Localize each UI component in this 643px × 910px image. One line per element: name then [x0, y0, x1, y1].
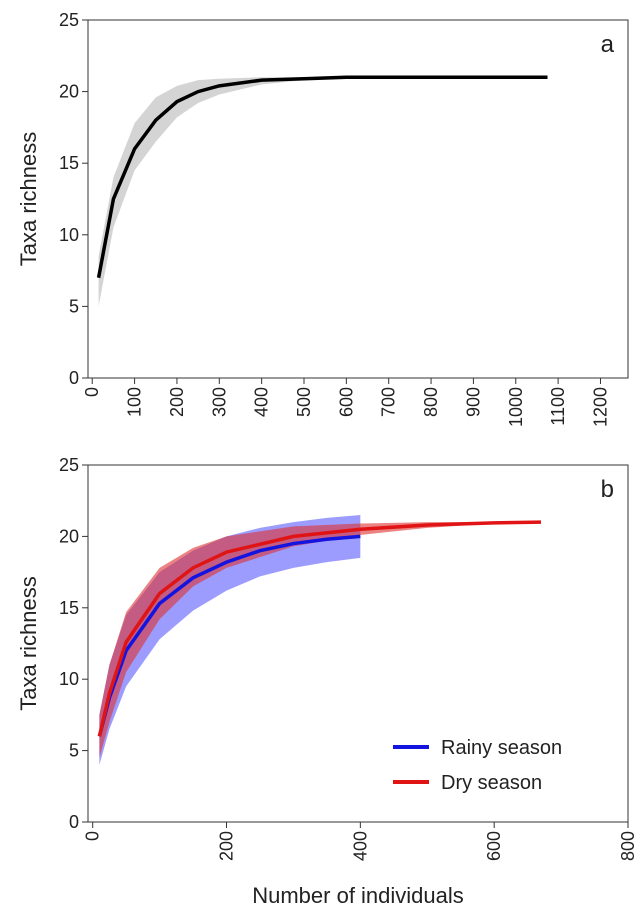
y-tick-label: 25: [59, 10, 79, 30]
y-tick-label: 10: [59, 669, 79, 689]
x-tick-label: 200: [167, 387, 187, 417]
x-tick-label: 0: [83, 831, 103, 841]
x-tick-label: 700: [379, 387, 399, 417]
y-tick-label: 25: [59, 455, 79, 475]
y-tick-label: 20: [59, 526, 79, 546]
x-tick-label: 600: [336, 387, 356, 417]
x-tick-label: 1200: [590, 387, 610, 427]
x-tick-label: 400: [252, 387, 272, 417]
panel-label: b: [601, 476, 614, 503]
curve: [97, 520, 542, 737]
x-tick-label: 900: [463, 387, 483, 417]
y-axis-label: Taxa richness: [16, 132, 41, 267]
plot-frame: [87, 19, 629, 379]
curve: [96, 75, 548, 279]
y-tick-label: 20: [59, 82, 79, 102]
x-tick-label: 500: [294, 387, 314, 417]
x-tick-label: 0: [82, 387, 102, 397]
y-tick-label: 0: [69, 368, 79, 388]
legend-label: Rainy season: [441, 737, 562, 759]
y-tick-label: 10: [59, 225, 79, 245]
x-tick-label: 400: [350, 831, 370, 861]
plot-frame: [87, 464, 629, 823]
y-tick-label: 15: [59, 598, 79, 618]
x-tick-label: 800: [618, 831, 638, 861]
x-tick-label: 200: [217, 831, 237, 861]
legend-label: Dry season: [441, 772, 542, 794]
x-tick-label: 800: [421, 387, 441, 417]
x-tick-label: 600: [484, 831, 504, 861]
x-tick-label: 1100: [548, 387, 568, 426]
x-axis-label: Number of individuals: [252, 883, 464, 908]
y-tick-label: 0: [69, 812, 79, 832]
y-tick-label: 5: [69, 296, 79, 316]
x-tick-label: 300: [209, 387, 229, 417]
x-tick-label: 100: [125, 387, 145, 417]
y-tick-label: 15: [59, 153, 79, 173]
panel-label: a: [601, 31, 615, 58]
x-tick-label: 1000: [506, 387, 526, 427]
y-tick-label: 5: [69, 741, 79, 761]
y-axis-label: Taxa richness: [16, 576, 41, 711]
curve: [97, 534, 361, 737]
